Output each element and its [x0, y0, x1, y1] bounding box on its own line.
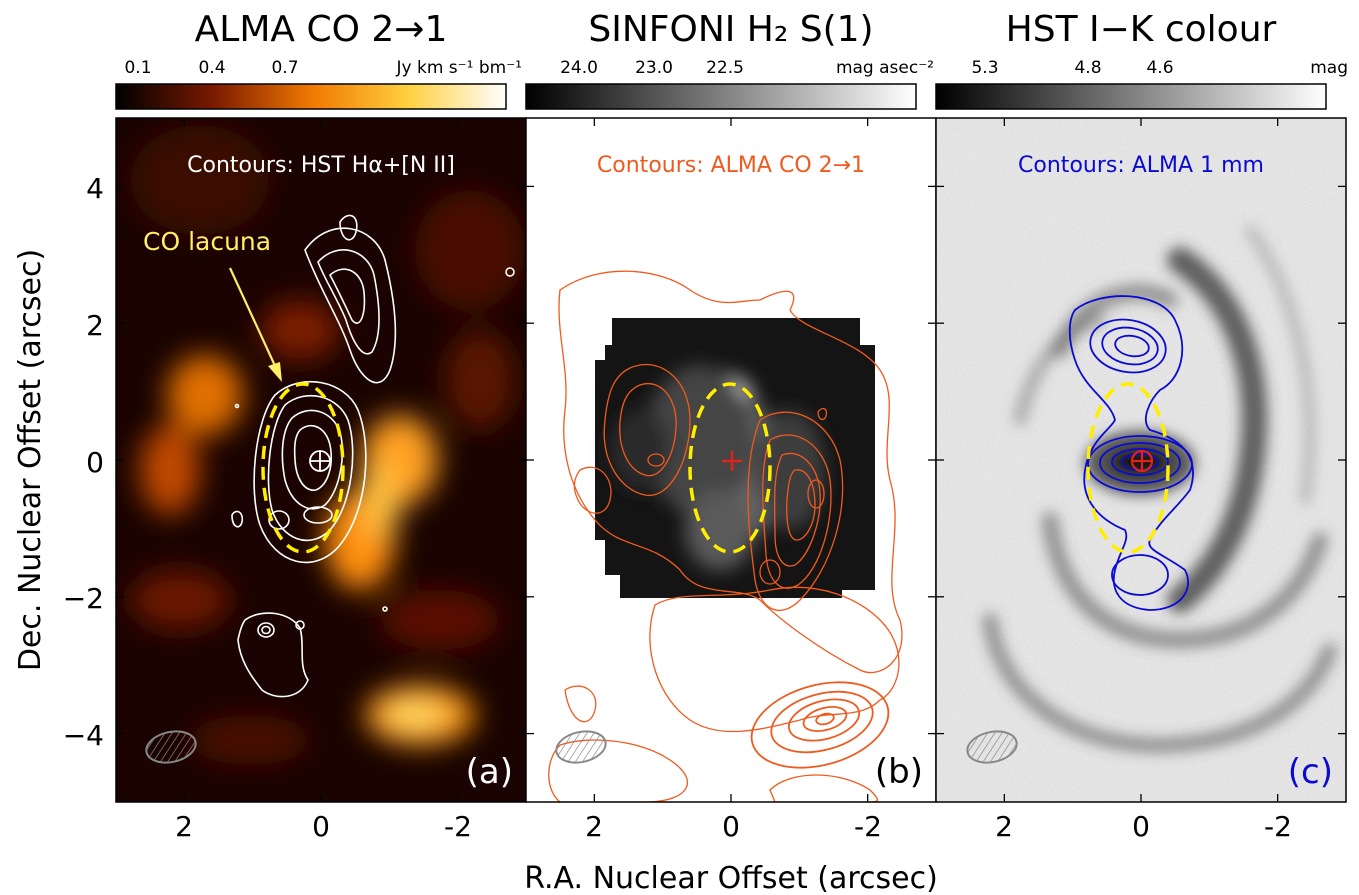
- panel-c-lacuna-ellipse: [1086, 382, 1170, 554]
- x-tick-label-c1: 2: [995, 810, 1013, 843]
- panel-a-co-emission: [130, 125, 525, 765]
- x-tick-label-b2: 0: [722, 810, 740, 843]
- panel-a-label: (a): [466, 752, 513, 792]
- panel-c-label: (c): [1288, 752, 1333, 792]
- panel-a-lacuna-label: CO lacuna: [143, 227, 271, 256]
- colorbar-b-tick-2: 23.0: [635, 58, 673, 78]
- colorbar-a-gradient: [115, 83, 507, 110]
- colorbar-a-unit: Jy km s⁻¹ bm⁻¹: [396, 58, 522, 78]
- panel-b-lacuna-ellipse: [688, 382, 772, 554]
- colorbar-a: 0.1 0.4 0.7 Jy km s⁻¹ bm⁻¹: [115, 58, 522, 110]
- colorbar-a-tick-3: 0.7: [271, 58, 298, 78]
- x-tick-label-b3: -2: [854, 810, 882, 843]
- panel-b-beam-icon: [555, 730, 607, 764]
- x-tick-label-c3: -2: [1264, 810, 1292, 843]
- panel-c-title: HST I−K colour: [1006, 9, 1277, 50]
- y-tick-label-3: 0: [86, 446, 104, 479]
- colorbar-b: 24.0 23.0 22.5 mag asec⁻²: [525, 58, 934, 110]
- colorbar-c-gradient: [935, 83, 1327, 110]
- panel-b-title: SINFONI H₂ S(1): [588, 9, 873, 50]
- colorbar-c-tick-3: 4.6: [1146, 58, 1173, 78]
- colorbar-c-tick-2: 4.8: [1074, 58, 1101, 78]
- panel-c: Contours: ALMA 1 mm (c): [936, 118, 1346, 802]
- panel-b-nucleus-marker: [722, 451, 742, 471]
- x-tick-label-c2: 0: [1132, 810, 1150, 843]
- panel-a: CO lacuna Contours: HST Hα+[N II] (a): [116, 118, 526, 802]
- x-axis-title: R.A. Nuclear Offset (arcsec): [524, 861, 938, 895]
- panel-c-contour-label: Contours: ALMA 1 mm: [1018, 153, 1264, 178]
- colorbar-c-unit: mag: [1310, 58, 1348, 78]
- panel-b-co-peak-contours: [750, 681, 890, 769]
- colorbar-b-unit: mag asec⁻²: [836, 58, 934, 78]
- panel-b-label: (b): [875, 752, 923, 792]
- y-axis-title: Dec. Nuclear Offset (arcsec): [13, 249, 48, 671]
- colorbar-b-tick-3: 22.5: [706, 58, 744, 78]
- x-tick-label-a1: 2: [175, 810, 193, 843]
- colorbar-c: 5.3 4.8 4.6 mag: [935, 58, 1348, 110]
- panel-c-nucleus-marker: [1130, 449, 1154, 473]
- panel-a-title: ALMA CO 2→1: [195, 9, 448, 50]
- panel-a-lacuna-arrow-head: [268, 362, 282, 382]
- panel-a-halpha-contours: [231, 214, 515, 698]
- colorbar-a-tick-2: 0.4: [198, 58, 225, 78]
- colorbar-c-tick-1: 5.3: [971, 58, 998, 78]
- panel-a-contour-label: Contours: HST Hα+[N II]: [187, 153, 455, 178]
- panel-a-lacuna-ellipse: [261, 382, 345, 554]
- y-tick-label-2: 2: [86, 309, 104, 342]
- panel-b-contour-label: Contours: ALMA CO 2→1: [597, 153, 865, 178]
- x-tick-label-b1: 2: [585, 810, 603, 843]
- y-tick-label-4: −2: [63, 582, 104, 615]
- panel-c-dust-lanes: [983, 225, 1337, 753]
- panel-b: Contours: ALMA CO 2→1 (b): [526, 118, 936, 802]
- colorbar-b-tick-1: 24.0: [560, 58, 598, 78]
- y-tick-label-1: 4: [86, 172, 104, 205]
- panel-a-beam-icon: [145, 730, 197, 764]
- colorbar-a-tick-1: 0.1: [124, 58, 151, 78]
- axis-ticks: [116, 118, 1346, 802]
- panel-c-core: [1085, 431, 1195, 495]
- colorbar-b-gradient: [525, 83, 917, 110]
- panel-a-lacuna-arrow-shaft: [229, 267, 277, 369]
- x-tick-label-a3: -2: [444, 810, 472, 843]
- y-tick-label-5: −4: [63, 719, 104, 752]
- panel-c-beam-icon: [966, 730, 1018, 764]
- panel-a-nucleus-marker: [309, 450, 331, 472]
- panel-b-h2-emission: [610, 365, 825, 570]
- x-tick-label-a2: 0: [312, 810, 330, 843]
